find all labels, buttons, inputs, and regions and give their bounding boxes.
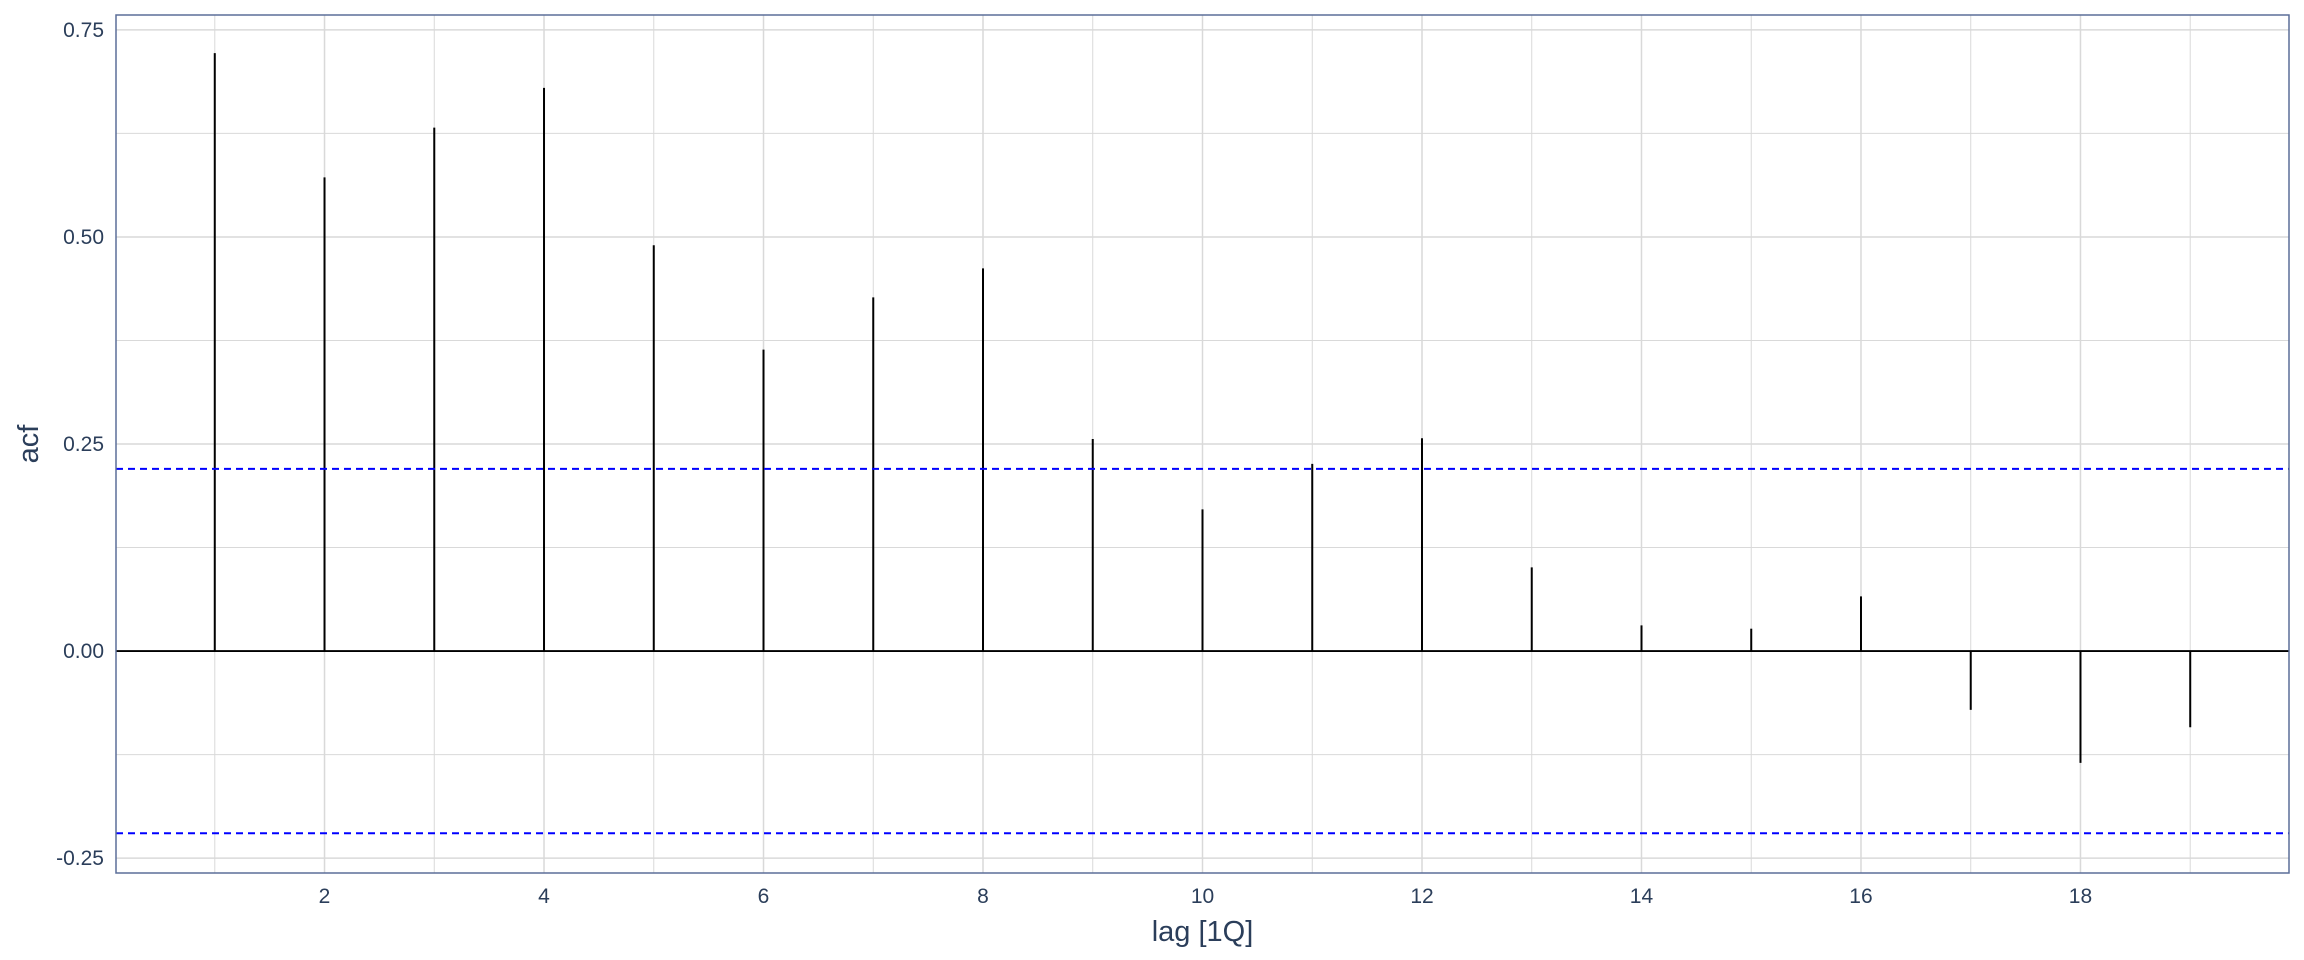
x-tick-labels: 2 4 6 8 10 12 14 16 18 (319, 885, 2092, 908)
y-tick-label: 0.50 (63, 226, 104, 249)
x-tick-label: 14 (1630, 885, 1654, 908)
x-tick-label: 2 (319, 885, 331, 908)
x-tick-label: 12 (1410, 885, 1433, 908)
y-tick-labels: -0.25 0.00 0.25 0.50 0.75 (56, 19, 104, 870)
x-tick-label: 10 (1191, 885, 1214, 908)
x-axis-title: lag [1Q] (1152, 916, 1254, 948)
x-tick-label: 8 (977, 885, 989, 908)
major-gridlines (116, 15, 2289, 873)
x-tick-label: 16 (1849, 885, 1872, 908)
y-tick-label: 0.75 (63, 19, 104, 42)
acf-stems (213, 53, 2192, 763)
x-tick-label: 6 (758, 885, 770, 908)
y-tick-label: -0.25 (56, 847, 104, 870)
x-tick-label: 18 (2069, 885, 2092, 908)
x-tick-label: 4 (538, 885, 550, 908)
confidence-bands (116, 467, 2289, 835)
y-tick-label: 0.00 (63, 640, 104, 663)
y-axis-title: acf (13, 424, 45, 464)
panel-border (115, 14, 2290, 874)
y-tick-label: 0.25 (63, 433, 104, 456)
